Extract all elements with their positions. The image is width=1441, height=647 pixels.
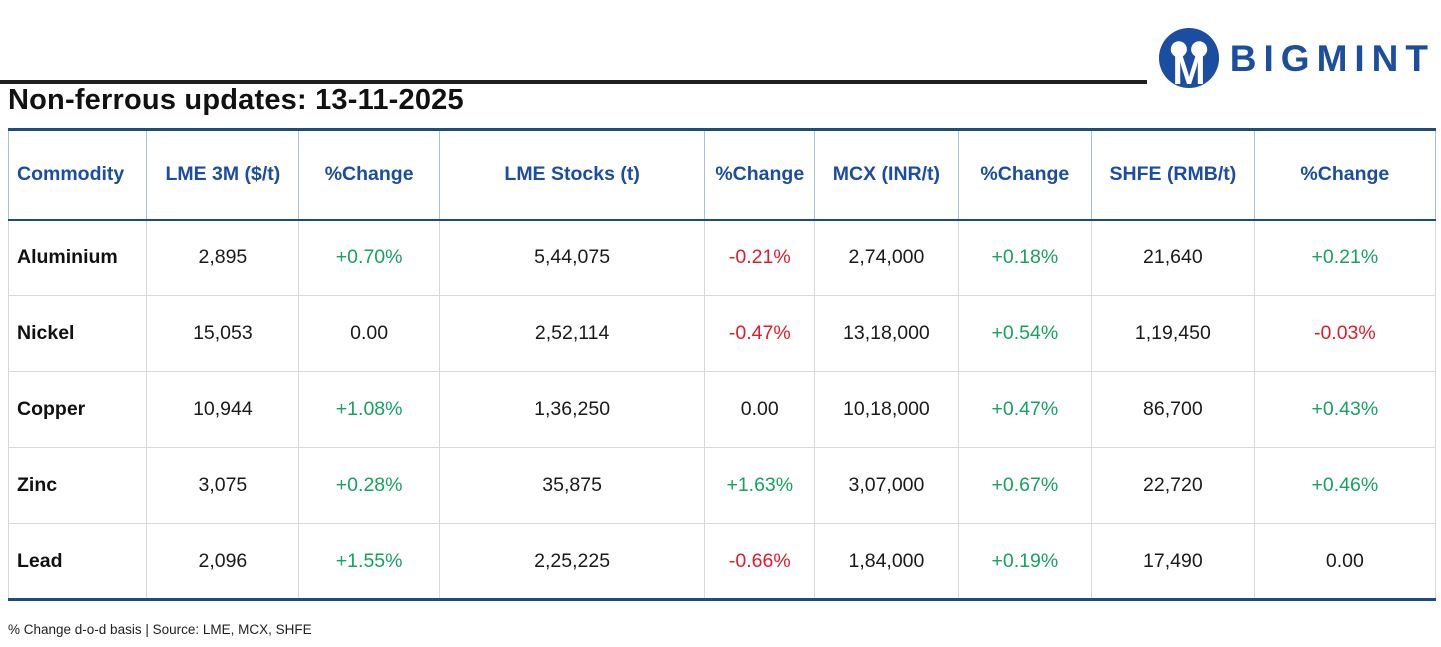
value-cell: 15,053 (146, 295, 300, 372)
column-header-mcx-change: %Change (957, 129, 1093, 221)
table-header: Commodity LME 3M ($/t) %Change LME Stock… (7, 129, 1437, 221)
pct-change-cell: -0.66% (704, 523, 816, 600)
pct-change-cell: +0.21% (1253, 219, 1437, 296)
column-header-lme-3m: LME 3M ($/t) (146, 129, 300, 221)
value-cell: 3,07,000 (814, 447, 959, 524)
header-row: Commodity LME 3M ($/t) %Change LME Stock… (7, 129, 1437, 221)
table-row: Aluminium 2,895 +0.70% 5,44,075 -0.21% 2,74,0… (7, 219, 1437, 296)
pct-change-cell: +1.08% (298, 371, 440, 448)
value-cell: 0.00 (1253, 523, 1437, 600)
value-cell: 1,19,450 (1091, 295, 1255, 372)
commodity-name: Aluminium (7, 219, 148, 296)
value-cell: 5,44,075 (438, 219, 706, 296)
value-cell: 0.00 (704, 371, 816, 448)
value-cell: 10,18,000 (814, 371, 959, 448)
pct-change-cell: +1.63% (704, 447, 816, 524)
column-header-lme-stocks: LME Stocks (t) (438, 129, 706, 221)
logo-monogram: M (1172, 49, 1205, 89)
pct-change-cell: +1.55% (298, 523, 440, 600)
pct-change-cell: -0.21% (704, 219, 816, 296)
pct-change-cell: +0.67% (957, 447, 1093, 524)
pct-change-cell: -0.47% (704, 295, 816, 372)
column-header-commodity: Commodity (7, 129, 148, 221)
value-cell: 2,895 (146, 219, 300, 296)
commodity-name: Nickel (7, 295, 148, 372)
column-header-lme-change: %Change (298, 129, 440, 221)
value-cell: 1,36,250 (438, 371, 706, 448)
column-header-stocks-change: %Change (704, 129, 816, 221)
person-head-left (1170, 41, 1187, 58)
column-header-mcx: MCX (INR/t) (814, 129, 959, 221)
pct-change-cell: +0.54% (957, 295, 1093, 372)
value-cell: 3,075 (146, 447, 300, 524)
table-row: Lead 2,096 +1.55% 2,25,225 -0.66% 1,84,000 +0.… (7, 523, 1437, 600)
page-title: Non-ferrous updates: 13-11-2025 (8, 84, 464, 116)
table-row: Nickel 15,053 0.00 2,52,114 -0.47% 13,18,000 +… (7, 295, 1437, 372)
value-cell: 1,84,000 (814, 523, 959, 600)
prices-table-wrapper: Commodity LME 3M ($/t) %Change LME Stock… (7, 128, 1437, 601)
commodity-name: Lead (7, 523, 148, 600)
commodity-name: Zinc (7, 447, 148, 524)
footnote: % Change d-o-d basis | Source: LME, MCX,… (8, 622, 312, 637)
value-cell: 2,52,114 (438, 295, 706, 372)
bigmint-logo: M BIGMINT (1158, 27, 1435, 89)
value-cell: 17,490 (1091, 523, 1255, 600)
pct-change-cell: +0.19% (957, 523, 1093, 600)
bigmint-people-icon: M (1158, 27, 1219, 89)
pct-change-cell: +0.46% (1253, 447, 1437, 524)
pct-change-cell: +0.47% (957, 371, 1093, 448)
value-cell: 86,700 (1091, 371, 1255, 448)
value-cell: 2,25,225 (438, 523, 706, 600)
value-cell: 22,720 (1091, 447, 1255, 524)
pct-change-cell: +0.28% (298, 447, 440, 524)
bigmint-wordmark: BIGMINT (1229, 37, 1435, 79)
value-cell: 13,18,000 (814, 295, 959, 372)
value-cell: 0.00 (298, 295, 440, 372)
commodity-name: Copper (7, 371, 148, 448)
value-cell: 10,944 (146, 371, 300, 448)
table-row: Zinc 3,075 +0.28% 35,875 +1.63% 3,07,000 +0.67… (7, 447, 1437, 524)
table-row: Copper 10,944 +1.08% 1,36,250 0.00 10,18,000 +… (7, 371, 1437, 448)
value-cell: 2,74,000 (814, 219, 959, 296)
table-body: Aluminium 2,895 +0.70% 5,44,075 -0.21% 2,74,0… (7, 219, 1437, 600)
value-cell: 21,640 (1091, 219, 1255, 296)
column-header-shfe: SHFE (RMB/t) (1091, 129, 1255, 221)
value-cell: 2,096 (146, 523, 300, 600)
person-head-right (1190, 41, 1208, 58)
pct-change-cell: +0.70% (298, 219, 440, 296)
pct-change-cell: +0.43% (1253, 371, 1437, 448)
pct-change-cell: +0.18% (957, 219, 1093, 296)
column-header-shfe-change: %Change (1253, 129, 1437, 221)
prices-table: Commodity LME 3M ($/t) %Change LME Stock… (7, 128, 1437, 601)
top-divider-rule (0, 80, 1147, 84)
value-cell: 35,875 (438, 447, 706, 524)
pct-change-cell: -0.03% (1253, 295, 1437, 372)
